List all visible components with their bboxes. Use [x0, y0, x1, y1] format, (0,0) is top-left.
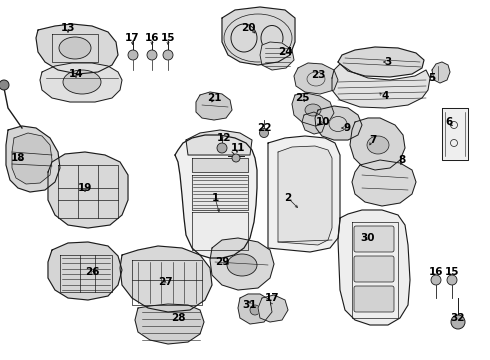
Text: 4: 4	[381, 91, 389, 101]
Text: 19: 19	[78, 183, 92, 193]
Polygon shape	[338, 47, 424, 77]
Polygon shape	[192, 158, 248, 172]
Polygon shape	[432, 62, 450, 83]
Text: 12: 12	[217, 133, 231, 143]
Text: 15: 15	[445, 267, 459, 277]
Text: 9: 9	[343, 123, 350, 133]
Polygon shape	[175, 135, 257, 258]
Text: 23: 23	[311, 70, 325, 80]
Circle shape	[451, 315, 465, 329]
Text: 6: 6	[445, 117, 453, 127]
Text: 18: 18	[11, 153, 25, 163]
Circle shape	[447, 275, 457, 285]
Polygon shape	[40, 63, 122, 102]
FancyBboxPatch shape	[354, 286, 394, 312]
Polygon shape	[6, 126, 60, 192]
Polygon shape	[302, 112, 325, 134]
FancyBboxPatch shape	[354, 226, 394, 252]
Text: 3: 3	[384, 57, 392, 67]
Text: 5: 5	[428, 73, 436, 83]
Circle shape	[260, 129, 269, 138]
Polygon shape	[350, 118, 405, 170]
Polygon shape	[120, 246, 212, 312]
Text: 15: 15	[161, 33, 175, 43]
Polygon shape	[36, 24, 118, 74]
Text: 14: 14	[69, 69, 83, 79]
Text: 24: 24	[278, 47, 293, 57]
Polygon shape	[260, 42, 294, 70]
Circle shape	[431, 275, 441, 285]
Text: 22: 22	[257, 123, 271, 133]
Polygon shape	[48, 242, 122, 300]
Text: 21: 21	[207, 93, 221, 103]
Polygon shape	[192, 212, 248, 250]
Text: 28: 28	[171, 313, 185, 323]
Polygon shape	[352, 160, 416, 206]
Ellipse shape	[305, 104, 321, 116]
Polygon shape	[294, 63, 338, 94]
Text: 26: 26	[85, 267, 99, 277]
Ellipse shape	[367, 136, 389, 154]
Polygon shape	[12, 133, 52, 184]
Text: 17: 17	[124, 33, 139, 43]
Text: 2: 2	[284, 193, 292, 203]
Text: 1: 1	[211, 193, 219, 203]
Text: 17: 17	[265, 293, 279, 303]
Polygon shape	[268, 136, 340, 252]
Ellipse shape	[59, 37, 91, 59]
Ellipse shape	[227, 254, 257, 276]
Text: 16: 16	[429, 267, 443, 277]
Polygon shape	[315, 106, 362, 140]
Polygon shape	[278, 146, 332, 245]
Text: 31: 31	[243, 300, 257, 310]
Text: 32: 32	[451, 313, 465, 323]
Text: 8: 8	[398, 155, 406, 165]
Circle shape	[217, 143, 227, 153]
Polygon shape	[332, 64, 430, 108]
FancyBboxPatch shape	[354, 256, 394, 282]
Text: 30: 30	[361, 233, 375, 243]
Circle shape	[250, 305, 260, 315]
Text: 20: 20	[241, 23, 255, 33]
Polygon shape	[292, 93, 334, 126]
Text: 7: 7	[369, 135, 377, 145]
Text: 25: 25	[295, 93, 309, 103]
Text: 29: 29	[215, 257, 229, 267]
Ellipse shape	[63, 70, 101, 94]
Circle shape	[147, 50, 157, 60]
Text: 10: 10	[316, 117, 330, 127]
Polygon shape	[186, 130, 252, 155]
Text: 11: 11	[231, 143, 245, 153]
Text: 27: 27	[158, 277, 172, 287]
Polygon shape	[48, 152, 128, 228]
Polygon shape	[338, 210, 410, 325]
Polygon shape	[238, 294, 272, 324]
Circle shape	[232, 154, 240, 162]
Polygon shape	[192, 175, 248, 210]
Circle shape	[0, 80, 9, 90]
Text: 13: 13	[61, 23, 75, 33]
Polygon shape	[196, 92, 232, 120]
Polygon shape	[135, 304, 204, 344]
Polygon shape	[258, 295, 288, 322]
Polygon shape	[222, 7, 295, 65]
Text: 16: 16	[145, 33, 159, 43]
Circle shape	[163, 50, 173, 60]
Polygon shape	[210, 238, 274, 290]
Polygon shape	[442, 108, 468, 160]
Circle shape	[128, 50, 138, 60]
